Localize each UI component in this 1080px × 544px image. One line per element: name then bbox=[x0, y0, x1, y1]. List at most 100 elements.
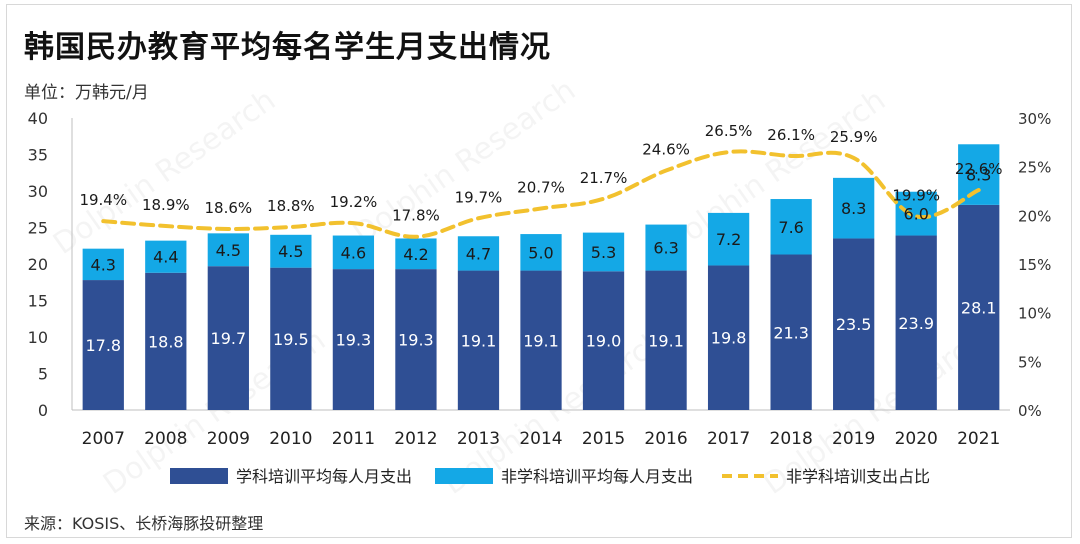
bar-non-academic-value-label: 7.2 bbox=[716, 230, 741, 249]
bar-non-academic-value-label: 5.0 bbox=[528, 243, 553, 262]
bar-academic bbox=[770, 254, 812, 410]
bar-academic bbox=[645, 270, 687, 410]
bar-non-academic bbox=[270, 234, 312, 268]
bar-academic bbox=[207, 266, 249, 410]
bar-non-academic-value-label: 6.3 bbox=[653, 239, 678, 258]
bar-non-academic-value-label: 4.4 bbox=[153, 248, 178, 267]
bar-academic bbox=[145, 272, 187, 410]
bar-non-academic bbox=[770, 199, 812, 255]
share-point-label: 19.7% bbox=[455, 188, 503, 206]
y-right-tick-label: 30% bbox=[1018, 110, 1051, 128]
bar-non-academic-value-label: 4.5 bbox=[216, 241, 241, 260]
legend-label-non-academic: 非学科培训平均每人月支出 bbox=[501, 467, 693, 486]
x-tick-label: 2011 bbox=[332, 429, 375, 449]
bar-academic bbox=[270, 267, 312, 410]
bar-non-academic-value-label: 4.6 bbox=[341, 243, 366, 262]
y-right-tick-label: 15% bbox=[1018, 256, 1051, 274]
bar-academic bbox=[958, 204, 1000, 410]
bar-non-academic bbox=[833, 177, 875, 239]
x-tick-label: 2007 bbox=[82, 429, 125, 449]
stacked-bar-line-chart: Dolphin Research Dolphin Research Dolphin … bbox=[28, 73, 1052, 500]
legend-swatch-academic bbox=[170, 468, 228, 484]
bar-academic bbox=[82, 280, 124, 410]
x-tick-label: 2008 bbox=[144, 429, 187, 449]
bar-non-academic-value-label: 4.7 bbox=[466, 244, 491, 263]
share-point-label: 26.5% bbox=[705, 122, 753, 140]
y-right-tick-label: 10% bbox=[1018, 305, 1051, 323]
bar-academic-value-label: 19.5 bbox=[273, 330, 309, 349]
y-right-tick-label: 5% bbox=[1018, 353, 1042, 371]
bar-non-academic bbox=[958, 144, 1000, 205]
legend-label-share: 非学科培训支出占比 bbox=[786, 467, 930, 486]
x-tick-label: 2021 bbox=[957, 429, 1000, 449]
bar-non-academic-value-label: 6.0 bbox=[903, 205, 928, 224]
source-note: 来源：KOSIS、长桥海豚投研整理 bbox=[24, 514, 264, 533]
y-right-tick-label: 0% bbox=[1018, 402, 1042, 420]
x-tick-label: 2014 bbox=[519, 429, 562, 449]
bar-academic-value-label: 19.1 bbox=[523, 331, 559, 350]
y-left-tick-label: 15 bbox=[28, 292, 48, 311]
y-left-tick-label: 10 bbox=[28, 328, 48, 347]
y-left-tick-label: 5 bbox=[38, 365, 48, 384]
bar-non-academic-value-label: 8.3 bbox=[966, 166, 991, 185]
bar-academic bbox=[332, 269, 375, 410]
bar-academic bbox=[833, 238, 875, 410]
bar-academic-value-label: 23.9 bbox=[898, 314, 934, 333]
share-point-label: 26.1% bbox=[767, 126, 815, 144]
bar-academic-value-label: 18.8 bbox=[148, 332, 184, 351]
share-point-label: 18.8% bbox=[267, 197, 315, 215]
share-point-label: 25.9% bbox=[830, 128, 878, 146]
bar-non-academic-value-label: 8.3 bbox=[841, 199, 866, 218]
y-left-tick-label: 0 bbox=[38, 401, 48, 420]
bar-academic bbox=[707, 265, 750, 410]
y-left-tick-label: 25 bbox=[28, 219, 48, 238]
bar-academic bbox=[457, 270, 500, 410]
share-point-label: 20.7% bbox=[517, 179, 565, 197]
bar-non-academic bbox=[332, 235, 375, 270]
bar-academic-value-label: 19.3 bbox=[336, 331, 372, 350]
bar-non-academic bbox=[82, 248, 124, 281]
bar-academic bbox=[395, 269, 437, 410]
bar-academic-value-label: 23.5 bbox=[836, 315, 872, 334]
bar-non-academic bbox=[395, 238, 437, 270]
share-point-label: 21.7% bbox=[580, 169, 628, 187]
bar-non-academic-value-label: 5.3 bbox=[591, 243, 616, 262]
bar-academic-value-label: 19.8 bbox=[711, 329, 747, 348]
x-tick-label: 2016 bbox=[644, 429, 687, 449]
share-point-label: 19.4% bbox=[79, 191, 127, 209]
y-right-tick-label: 20% bbox=[1018, 207, 1051, 225]
bar-academic-value-label: 19.7 bbox=[211, 329, 247, 348]
legend-swatch-non-academic bbox=[435, 468, 493, 484]
bar-non-academic-value-label: 4.2 bbox=[403, 245, 428, 264]
share-point-label: 24.6% bbox=[642, 141, 690, 159]
bar-non-academic-value-label: 7.6 bbox=[778, 218, 803, 237]
bar-non-academic bbox=[520, 234, 562, 271]
bar-academic-value-label: 21.3 bbox=[773, 323, 809, 342]
unit-label: 单位：万韩元/月 bbox=[24, 83, 149, 103]
bar-non-academic bbox=[645, 224, 687, 271]
y-left-tick-label: 35 bbox=[28, 146, 48, 165]
bar-academic bbox=[582, 271, 625, 410]
chart-frame bbox=[6, 4, 1072, 538]
bar-academic bbox=[895, 235, 937, 410]
bar-non-academic-value-label: 4.5 bbox=[278, 242, 303, 261]
x-tick-label: 2018 bbox=[770, 429, 813, 449]
share-point-label: 22.6% bbox=[955, 160, 1003, 178]
x-tick-label: 2019 bbox=[832, 429, 875, 449]
share-point-label: 17.8% bbox=[392, 207, 440, 225]
share-point-label: 19.2% bbox=[330, 193, 378, 211]
share-line bbox=[101, 149, 981, 239]
bar-non-academic bbox=[582, 232, 625, 272]
bar-non-academic bbox=[707, 212, 750, 266]
x-tick-label: 2012 bbox=[394, 429, 437, 449]
bar-non-academic bbox=[895, 191, 937, 236]
chart-title: 韩国民办教育平均每名学生月支出情况 bbox=[24, 30, 551, 65]
x-tick-label: 2017 bbox=[707, 429, 750, 449]
bar-academic-value-label: 19.3 bbox=[398, 331, 434, 350]
bar-non-academic bbox=[207, 233, 249, 267]
bar-non-academic-value-label: 4.3 bbox=[91, 255, 116, 274]
bar-academic-value-label: 28.1 bbox=[961, 298, 997, 317]
x-tick-label: 2015 bbox=[582, 429, 625, 449]
x-tick-label: 2009 bbox=[207, 429, 250, 449]
bar-academic-value-label: 17.8 bbox=[85, 336, 121, 355]
